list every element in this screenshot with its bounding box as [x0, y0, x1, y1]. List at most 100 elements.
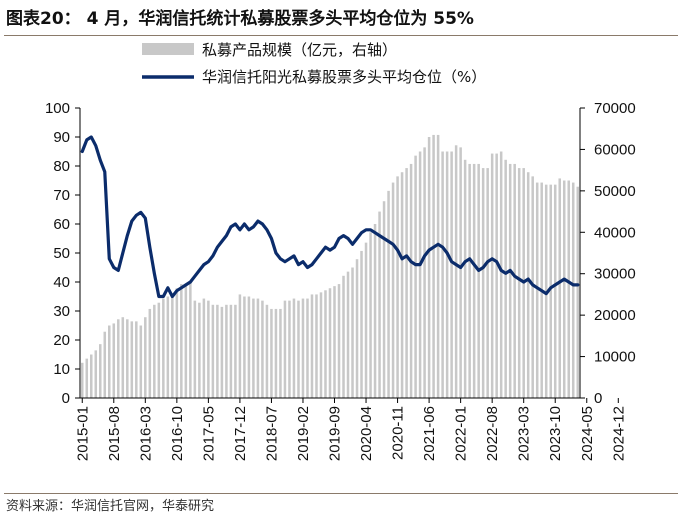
bar: [99, 344, 102, 398]
bar: [427, 137, 431, 398]
x-tick-label: 2020-04: [358, 406, 375, 461]
bar: [517, 168, 521, 398]
bar: [103, 331, 107, 398]
bar: [135, 321, 138, 398]
bar: [310, 294, 314, 398]
bar: [319, 292, 323, 398]
bar: [549, 184, 552, 398]
left-tick-label: 10: [53, 361, 70, 378]
bar: [454, 145, 458, 398]
legend-label-line: 华润信托阳光私募股票多头平均仓位（%）: [202, 68, 486, 86]
bar: [423, 147, 426, 398]
right-tick-label: 0: [594, 390, 602, 407]
bar: [283, 300, 287, 398]
bar: [216, 304, 219, 398]
bar: [567, 180, 570, 398]
bar: [297, 300, 300, 398]
bar: [256, 298, 260, 398]
bar: [333, 286, 336, 398]
right-tick-label: 30000: [594, 266, 636, 283]
x-tick-label: 2017-05: [200, 406, 217, 461]
bar: [351, 267, 354, 398]
x-tick-label: 2015-08: [106, 406, 123, 461]
bar: [355, 259, 359, 398]
bar: [238, 294, 242, 398]
x-tick-label: 2023-03: [516, 406, 533, 461]
bar: [220, 306, 224, 398]
source-note: 资料来源：华润信托官网，华泰研究: [6, 499, 215, 514]
x-tick-label: 2016-03: [137, 406, 154, 461]
bar: [562, 180, 566, 398]
source-divider: [4, 493, 678, 494]
bar: [184, 284, 188, 398]
left-tick-label: 50: [53, 245, 70, 262]
bar: [108, 325, 111, 398]
bar: [508, 163, 512, 398]
bar: [490, 153, 494, 398]
bar: [130, 321, 134, 398]
bar: [418, 151, 422, 398]
bar: [139, 325, 143, 398]
bar: [247, 296, 251, 398]
bar: [198, 302, 201, 398]
bar: [409, 163, 413, 398]
bar: [153, 304, 156, 398]
bar: [342, 275, 345, 398]
bar: [535, 182, 539, 398]
bar: [265, 304, 269, 398]
position-line: [80, 135, 580, 299]
x-tick-label: 2022-08: [484, 406, 501, 461]
right-tick-label: 70000: [594, 100, 636, 117]
bar: [243, 296, 246, 398]
x-tick-label: 2023-10: [547, 406, 564, 461]
x-tick-label: 2020-11: [390, 406, 407, 460]
bar: [288, 300, 291, 398]
bar: [207, 300, 210, 398]
bar: [396, 176, 399, 398]
bar: [274, 308, 278, 398]
x-tick-label: 2021-06: [421, 406, 438, 461]
right-tick-label: 40000: [594, 224, 636, 241]
left-tick-label: 80: [53, 158, 70, 175]
chart: 私募产品规模（亿元，右轴） 华润信托阳光私募股票多头平均仓位（%） 0 10 20 3…: [45, 41, 636, 461]
bar: [571, 182, 575, 398]
line-series: [80, 135, 580, 299]
bar: [531, 176, 534, 398]
bar: [90, 354, 93, 398]
bar: [364, 242, 368, 398]
x-tick-label: 2024-12: [610, 406, 627, 461]
title-divider: [4, 35, 678, 36]
bar: [157, 302, 161, 398]
legend-label-bar: 私募产品规模（亿元，右轴）: [202, 41, 397, 59]
right-tick-label: 20000: [594, 307, 636, 324]
bar: [486, 168, 489, 398]
figure-title: 图表20： 4 月，华润信托统计私募股票多头平均仓位为 55%: [6, 9, 474, 29]
x-tick-label: 2017-12: [232, 406, 249, 461]
right-tick-label: 10000: [594, 349, 636, 366]
x-tick-label: 2015-01: [74, 406, 91, 461]
right-tick-label: 60000: [594, 141, 636, 158]
bar: [495, 153, 498, 398]
bar: [432, 134, 435, 398]
bar: [148, 308, 152, 398]
bar: [144, 317, 147, 398]
bar: [558, 178, 561, 398]
bar: [576, 186, 580, 398]
bar: [85, 358, 89, 398]
bar: [175, 288, 179, 398]
bar: [481, 168, 485, 398]
bar: [315, 294, 318, 398]
bar: [261, 300, 264, 398]
bar: [234, 304, 237, 398]
bar: [378, 211, 381, 398]
bar: [436, 134, 440, 398]
bar: [441, 151, 444, 398]
bar: [472, 163, 476, 398]
bar: [499, 151, 503, 398]
left-tick-label: 40: [53, 274, 70, 291]
bar: [526, 172, 530, 398]
x-tick-label: 2019-02: [295, 406, 312, 461]
bar: [387, 190, 390, 398]
left-tick-label: 70: [53, 187, 70, 204]
bar-series: [80, 134, 580, 398]
